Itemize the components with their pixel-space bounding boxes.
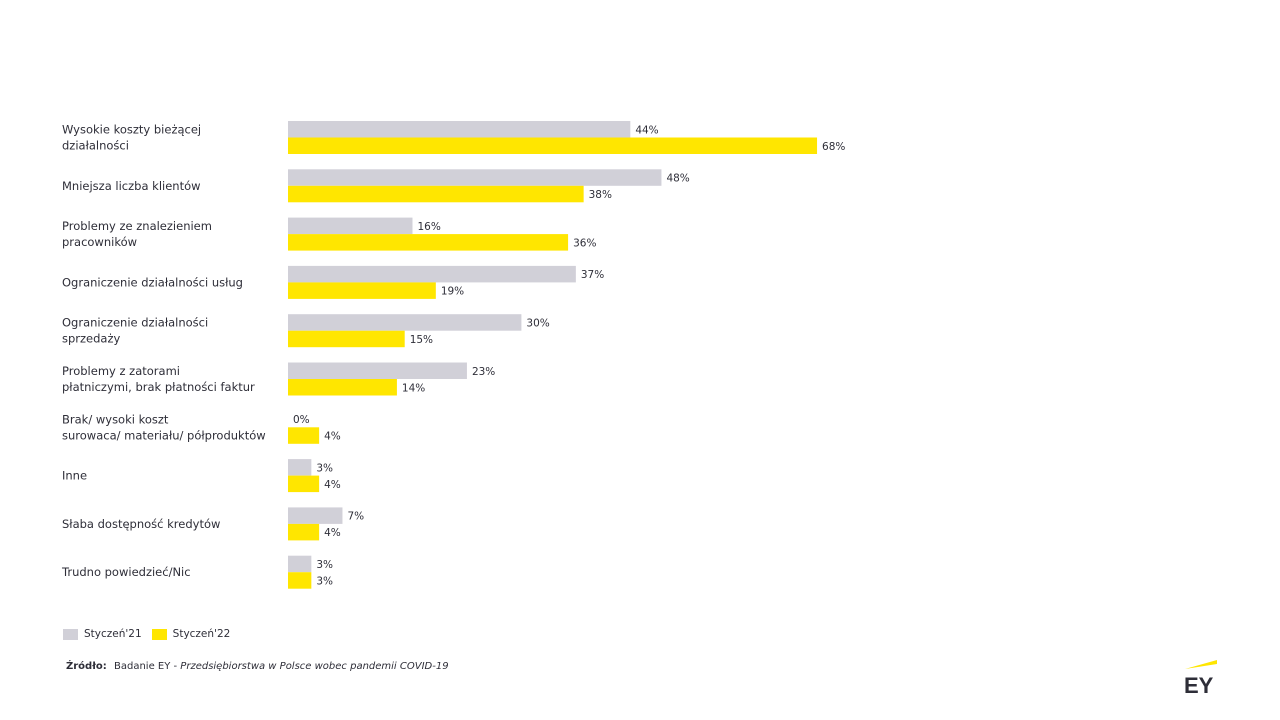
- legend-item-styczen-21: Styczeń'21: [63, 628, 142, 640]
- data-label: 15%: [410, 334, 433, 346]
- data-label: 4%: [324, 527, 341, 539]
- category-label-line: Inne: [62, 469, 87, 483]
- category-label-line: Ograniczenie działalności usług: [62, 275, 243, 289]
- bar-styczen-22: [288, 475, 320, 493]
- data-label: 3%: [316, 575, 333, 587]
- legend-label-styczen-22: Styczeń'22: [172, 628, 231, 640]
- category-label-line: Brak/ wysoki koszt: [62, 412, 169, 426]
- category-label: Mniejsza liczba klientów: [62, 179, 201, 193]
- ey-logo-beam: [1185, 660, 1217, 669]
- data-label: 3%: [316, 462, 333, 474]
- category-label: Problemy ze znalezieniem pracowników: [62, 219, 212, 249]
- legend-swatch-styczen-22: [151, 628, 167, 640]
- category-label-line: działalności: [62, 139, 129, 153]
- bar-styczen-21: [288, 362, 467, 379]
- category-label: Inne: [62, 469, 87, 483]
- category-label: Wysokie koszty bieżącej działalności: [62, 123, 201, 153]
- source-prefix: Źródło:: [66, 661, 107, 672]
- category-label: Ograniczenie działalności sprzedaży: [62, 316, 208, 346]
- data-label: 7%: [347, 511, 364, 523]
- data-label: 38%: [589, 189, 612, 201]
- data-label: 23%: [472, 366, 495, 378]
- category-label-line: Wysokie koszty bieżącej: [62, 123, 201, 137]
- bar-styczen-22: [288, 185, 584, 203]
- category-label-line: Mniejsza liczba klientów: [62, 179, 201, 193]
- category-label-line: płatniczymi, brak płatności faktur: [62, 380, 255, 394]
- bar-styczen-21: [288, 555, 312, 573]
- legend-item-styczen-22: Styczeń'22: [151, 628, 231, 640]
- bar-styczen-22: [288, 572, 312, 589]
- data-label: 68%: [822, 141, 845, 153]
- category-label-line: surowaca/ materiału/ półproduktów: [62, 428, 266, 442]
- legend-swatch-styczen-21: [63, 628, 78, 640]
- bar-chart: Wysokie koszty bieżącej działalności 44% 68…: [61, 121, 845, 589]
- bar-styczen-22: [288, 234, 569, 251]
- data-label: 30%: [526, 317, 549, 329]
- bar-styczen-22: [288, 523, 320, 541]
- data-label: 4%: [324, 431, 341, 443]
- category-label: Słaba dostępność kredytów: [62, 517, 220, 531]
- bar-styczen-21: [288, 121, 631, 138]
- ey-logo: EY: [1184, 660, 1217, 696]
- data-label: 36%: [573, 237, 596, 249]
- category-label: Problemy z zatorami płatniczymi, brak pła…: [62, 364, 255, 394]
- category-label-line: sprzedaży: [62, 332, 121, 346]
- category-label: Brak/ wysoki koszt surowaca/ materiału/ p…: [62, 412, 266, 442]
- data-label: 3%: [316, 559, 333, 571]
- category-label-line: Problemy z zatorami: [62, 364, 180, 378]
- category-label-line: Słaba dostępność kredytów: [62, 517, 220, 531]
- source-note: Źródło: Badanie EY - Przedsiębiorstwa w …: [66, 661, 449, 672]
- bar-styczen-21: [288, 265, 576, 283]
- category-label-line: Trudno powiedzieć/Nic: [61, 565, 191, 579]
- data-label: 4%: [324, 479, 341, 491]
- category-label: Ograniczenie działalności usług: [62, 275, 243, 289]
- data-label: 16%: [417, 221, 440, 233]
- data-label: 14%: [402, 382, 425, 394]
- bar-styczen-21: [288, 314, 522, 331]
- category-label: Trudno powiedzieć/Nic: [61, 565, 191, 579]
- bar-styczen-21: [288, 507, 343, 524]
- data-label: 0%: [293, 414, 310, 426]
- category-label-line: Ograniczenie działalności: [62, 316, 208, 330]
- data-label: 19%: [441, 286, 464, 298]
- source-text: Badanie EY -: [113, 661, 178, 672]
- category-label-line: Problemy ze znalezieniem: [62, 219, 212, 233]
- bar-styczen-22: [288, 427, 320, 444]
- bar-styczen-21: [288, 169, 662, 186]
- bar-styczen-21: [288, 217, 413, 235]
- bar-styczen-22: [288, 282, 436, 299]
- bar-styczen-22: [288, 330, 405, 348]
- legend-label-styczen-21: Styczeń'21: [84, 628, 142, 640]
- category-label-line: pracowników: [62, 235, 137, 249]
- bar-styczen-21: [288, 459, 312, 476]
- bar-styczen-22: [288, 379, 397, 396]
- chart-legend: Styczeń'21 Styczeń'22: [63, 628, 240, 640]
- bar-styczen-22: [288, 137, 818, 154]
- ey-logo-text: EY: [1184, 673, 1214, 696]
- data-label: 48%: [666, 173, 689, 185]
- source-title: Przedsiębiorstwa w Polsce wobec pandemii…: [180, 661, 449, 672]
- data-label: 44%: [635, 124, 658, 136]
- data-label: 37%: [581, 269, 604, 281]
